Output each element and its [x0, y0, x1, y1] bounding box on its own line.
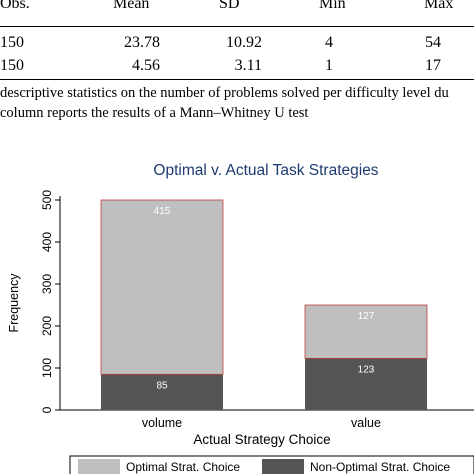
table-cell: 4 — [325, 34, 333, 51]
caption-line-2: column reports the results of a Mann–Whi… — [0, 105, 309, 121]
bar-segment — [100, 199, 224, 375]
bar-segment — [101, 374, 223, 410]
table-cell: 150 — [0, 34, 24, 51]
bar-segment — [304, 304, 428, 359]
bar-value-label: 85 — [156, 380, 168, 391]
table-cell: 150 — [0, 57, 24, 74]
col-header-obs: Obs. — [0, 0, 30, 12]
x-tick-label: volume — [142, 416, 182, 430]
bar-value-label: 123 — [358, 364, 375, 375]
x-tick-label: value — [351, 416, 381, 430]
y-tick-label: 200 — [40, 316, 54, 336]
col-header-mean: Mean — [113, 0, 150, 12]
legend-swatch — [262, 459, 304, 474]
col-header-max: Max — [424, 0, 454, 12]
table-cell: 3.11 — [234, 57, 262, 74]
table-cell: 23.78 — [124, 34, 160, 51]
x-axis-label: Actual Strategy Choice — [193, 432, 330, 447]
table-cell: 1 — [325, 57, 333, 74]
legend-swatch — [78, 459, 120, 474]
table-cell: 17 — [425, 57, 441, 74]
legend-label: Optimal Strat. Choice — [126, 460, 240, 474]
table-header-rule — [0, 26, 474, 27]
chart-title: Optimal v. Actual Task Strategies — [153, 162, 378, 179]
y-tick-label: 500 — [40, 190, 54, 210]
col-header-min: Min — [319, 0, 346, 12]
bar-value-label: 415 — [154, 206, 171, 217]
y-tick-label: 100 — [40, 358, 54, 378]
col-header-sd: SD — [219, 0, 240, 12]
y-tick-label: 300 — [40, 274, 54, 294]
caption-line-1: descriptive statistics on the number of … — [0, 85, 449, 101]
stacked-bar-chart: Optimal v. Actual Task Strategies 0 100 200… — [7, 162, 474, 474]
y-axis-label: Frequency — [7, 273, 21, 333]
bar-value-label: 127 — [358, 311, 375, 322]
bar-segment — [305, 358, 427, 410]
table-bottom-rule — [0, 79, 474, 80]
table-cell: 4.56 — [132, 57, 160, 74]
table-cell: 54 — [425, 34, 441, 51]
table-cell: 10.92 — [226, 34, 262, 51]
y-tick-label: 0 — [40, 406, 54, 413]
legend-label: Non-Optimal Strat. Choice — [310, 460, 450, 474]
y-tick-label: 400 — [40, 232, 54, 252]
